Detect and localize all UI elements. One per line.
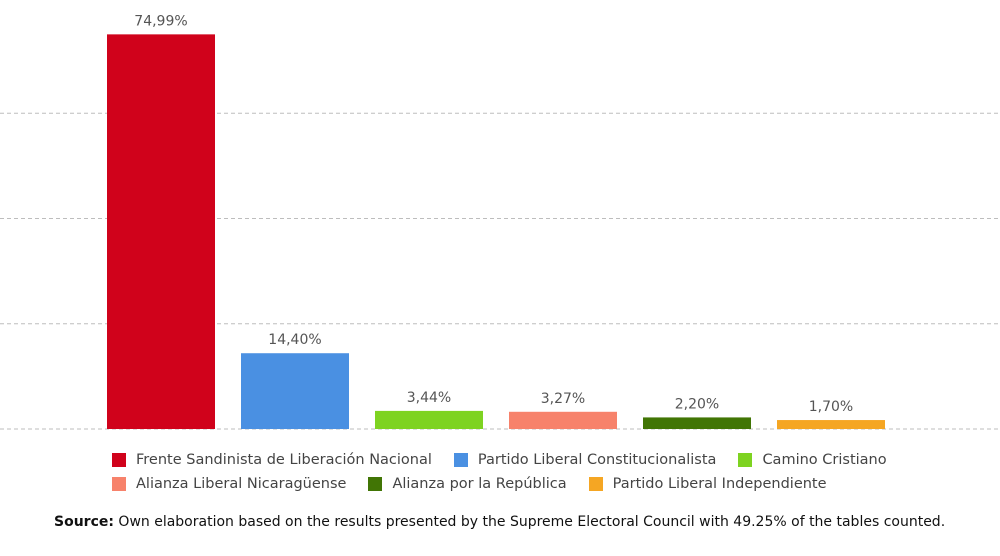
legend-swatch-pli bbox=[588, 477, 603, 491]
legend: Frente Sandinista de Liberación Nacional… bbox=[112, 448, 912, 496]
legend-label-aln: Alianza Liberal Nicaragüense bbox=[136, 476, 347, 492]
legend-swatch-apre bbox=[368, 477, 383, 491]
bar-1 bbox=[107, 34, 215, 430]
legend-swatch-plc bbox=[453, 453, 468, 467]
legend-row-1: Frente Sandinista de Liberación Nacional… bbox=[112, 448, 912, 472]
legend-row-2: Alianza Liberal Nicaragüense Alianza por… bbox=[112, 472, 912, 496]
legend-label-camino-cristiano: Camino Cristiano bbox=[762, 452, 887, 468]
source-note: Source: Own elaboration based on the res… bbox=[54, 513, 954, 531]
bar-value-label-2: 14,40% bbox=[268, 332, 321, 348]
legend-label-plc: Partido Liberal Constitucionalista bbox=[477, 452, 717, 468]
bar-4 bbox=[509, 411, 617, 429]
source-text: Own elaboration based on the results pre… bbox=[113, 514, 946, 530]
legend-item-plc: Partido Liberal Constitucionalista bbox=[453, 452, 717, 468]
legend-item-aln: Alianza Liberal Nicaragüense bbox=[112, 476, 346, 492]
legend-swatch-aln bbox=[112, 477, 126, 491]
legend-label-apre: Alianza por la República bbox=[392, 476, 567, 492]
legend-item-apre: Alianza por la República bbox=[368, 476, 567, 492]
bar-value-label-3: 3,44% bbox=[407, 390, 451, 406]
bar-3 bbox=[375, 410, 483, 429]
bar-value-label-1: 74,99% bbox=[134, 13, 187, 29]
bar-value-label-5: 2,20% bbox=[675, 396, 719, 412]
legend-swatch-camino-cristiano bbox=[738, 453, 753, 467]
bar-5 bbox=[643, 417, 751, 429]
legend-label-fsln: Frente Sandinista de Liberación Nacional bbox=[136, 452, 432, 468]
bar-2 bbox=[241, 353, 349, 429]
legend-item-fsln: Frente Sandinista de Liberación Nacional bbox=[112, 452, 432, 468]
bar-6 bbox=[777, 420, 885, 429]
legend-swatch-fsln bbox=[112, 453, 126, 467]
legend-label-pli: Partido Liberal Independiente bbox=[612, 476, 827, 492]
bar-value-label-4: 3,27% bbox=[541, 391, 585, 407]
bar-chart: 74,99% 14,40% 3,44% 3,27% 2,20% 1,70% bbox=[0, 13, 1000, 430]
legend-item-camino-cristiano: Camino Cristiano bbox=[738, 452, 887, 468]
legend-item-pli: Partido Liberal Independiente bbox=[588, 476, 827, 492]
bar-value-label-6: 1,70% bbox=[809, 399, 853, 415]
source-label: Source: bbox=[54, 514, 114, 530]
